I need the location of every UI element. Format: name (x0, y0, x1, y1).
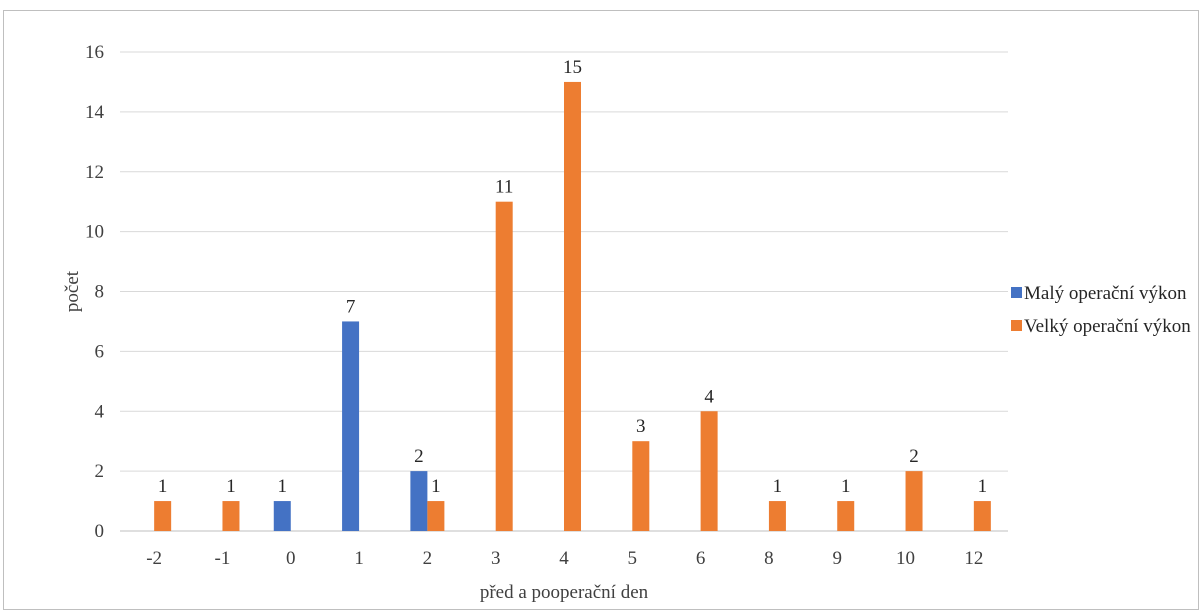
y-axis-title: počet (62, 270, 83, 312)
bar (495, 201, 513, 531)
x-tick-label: -2 (146, 548, 162, 569)
bar (837, 501, 855, 531)
y-tick-label: 12 (85, 162, 104, 183)
bar (905, 471, 923, 531)
legend-entry: Velký operační výkon (1024, 316, 1191, 337)
x-tick-label: 9 (832, 548, 842, 569)
y-tick-label: 14 (85, 102, 105, 123)
data-label: 1 (978, 476, 988, 497)
x-tick-label: -1 (215, 548, 231, 569)
data-label: 1 (841, 476, 851, 497)
x-tick-label: 8 (764, 548, 774, 569)
data-label: 1 (431, 476, 441, 497)
bars (154, 81, 991, 531)
bar (222, 501, 240, 531)
chart-frame (3, 10, 1199, 610)
y-tick-label: 0 (95, 521, 105, 542)
y-tick-label: 6 (95, 341, 105, 362)
data-label: 1 (158, 476, 168, 497)
x-tick-label: 2 (423, 548, 433, 569)
data-label: 1 (773, 476, 783, 497)
bar (564, 81, 581, 531)
x-axis-title: před a pooperační den (480, 582, 649, 603)
x-axis-ticks: -2 -1 0 1 2 3 4 5 6 8 9 10 12 (146, 548, 983, 569)
y-tick-label: 8 (95, 282, 105, 303)
x-tick-label: 4 (559, 548, 569, 569)
bar (273, 501, 291, 531)
bar (768, 501, 786, 531)
bar (154, 501, 172, 531)
bar (410, 471, 428, 531)
y-tick-label: 4 (95, 401, 105, 422)
data-label: 11 (495, 177, 513, 198)
y-tick-label: 16 (85, 42, 104, 63)
bar (700, 411, 718, 531)
x-tick-label: 0 (286, 548, 296, 569)
x-tick-label: 1 (354, 548, 364, 569)
y-tick-label: 10 (85, 222, 104, 243)
legend-swatch (1011, 287, 1022, 298)
legend-entry: Malý operační výkon (1024, 283, 1187, 304)
bar (632, 441, 650, 531)
y-axis-ticks: 0 2 4 6 8 10 12 14 16 (85, 42, 105, 542)
data-label: 2 (414, 446, 424, 467)
data-label: 1 (278, 476, 288, 497)
y-tick-label: 2 (95, 461, 105, 482)
data-label: 4 (704, 386, 714, 407)
x-tick-label: 5 (628, 548, 638, 569)
data-label: 1 (226, 476, 236, 497)
bar (342, 321, 360, 531)
data-label: 3 (636, 416, 646, 437)
x-tick-label: 10 (896, 548, 915, 569)
data-label: 7 (346, 296, 356, 317)
x-tick-label: 6 (696, 548, 706, 569)
data-label: 2 (909, 446, 919, 467)
bar (973, 501, 991, 531)
legend: Malý operační výkon Velký operační výkon (1011, 283, 1191, 337)
legend-swatch (1011, 320, 1022, 331)
bar (427, 501, 445, 531)
x-tick-label: 3 (491, 548, 501, 569)
data-label: 15 (563, 57, 582, 78)
x-tick-label: 12 (964, 548, 983, 569)
